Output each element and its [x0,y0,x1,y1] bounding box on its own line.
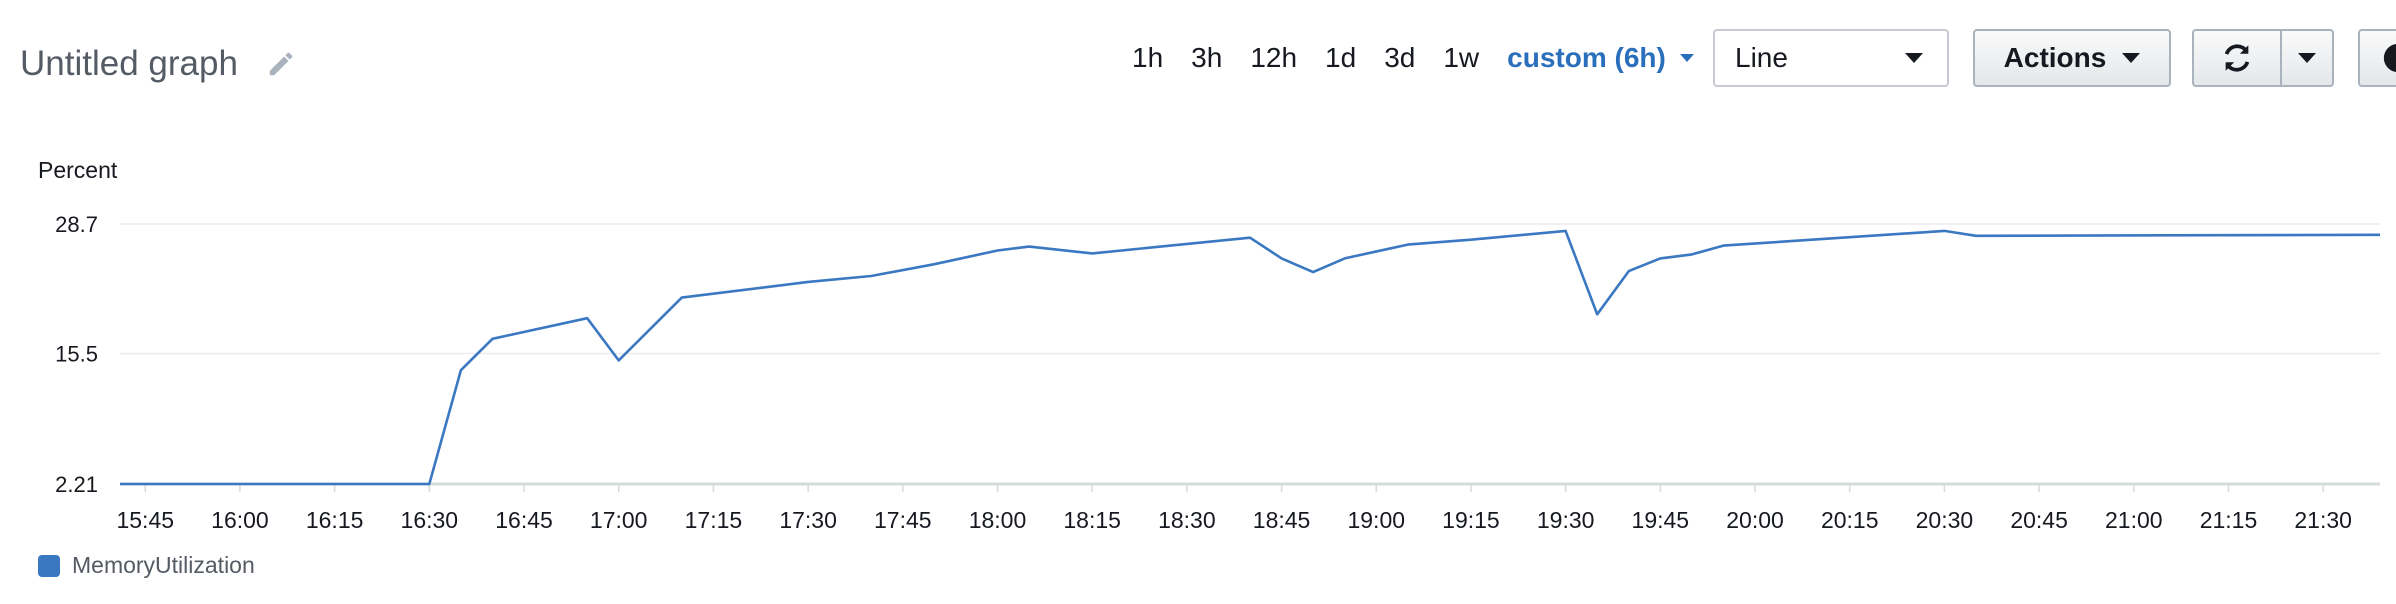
help-icon [2383,43,2396,73]
x-tick-label: 19:45 [1632,507,1690,533]
help-button[interactable] [2358,29,2396,87]
x-tick-label: 18:15 [1063,507,1121,533]
graph-title[interactable]: Untitled graph [20,44,296,84]
x-tick-label: 19:00 [1347,507,1405,533]
x-tick-label: 18:00 [969,507,1027,533]
y-tick-label: 28.7 [55,212,98,237]
x-tick-label: 19:30 [1537,507,1595,533]
x-tick-label: 20:45 [2010,507,2068,533]
x-tick-label: 16:15 [306,507,364,533]
caret-down-icon [1905,53,1923,63]
x-tick-label: 18:45 [1253,507,1311,533]
range-custom[interactable]: custom (6h) [1493,38,1708,78]
x-tick-label: 17:00 [590,507,648,533]
line-chart: Percent 28.7 15.5 2.21 15:45 16:00 16:15 16:3… [38,157,2381,533]
y-axis-label: Percent [38,157,118,183]
range-1d[interactable]: 1d [1325,42,1357,73]
y-tick-label: 15.5 [55,342,98,367]
x-tick-label: 20:15 [1821,507,1879,533]
caret-down-icon [2298,53,2316,63]
range-1w[interactable]: 1w [1443,42,1480,73]
x-tick-label: 20:30 [1916,507,1974,533]
graph-type-select[interactable]: Line [1713,29,1949,87]
legend-swatch [38,554,60,577]
x-tick-label: 16:30 [401,507,459,533]
x-tick-label: 20:00 [1726,507,1784,533]
x-tick-label: 16:45 [495,507,553,533]
range-1h[interactable]: 1h [1132,42,1164,73]
actions-label: Actions [2003,42,2107,73]
graph-title-text: Untitled graph [20,44,238,83]
actions-button[interactable]: Actions [1973,29,2171,87]
pencil-icon[interactable] [266,49,296,79]
x-tick-label: 16:00 [211,507,269,533]
time-range-selector: 1h 3h 12h 1d 3d 1w custom (6h) [1118,38,1708,78]
graph-type-value: Line [1735,42,1788,73]
x-tick-label: 15:45 [116,507,174,533]
range-custom-label: custom (6h) [1507,42,1666,73]
refresh-icon [2224,44,2250,72]
x-tick-label: 17:45 [874,507,932,533]
x-tick-label: 21:15 [2200,507,2258,533]
series-line-memory-utilization [120,229,2381,486]
y-tick-label: 2.21 [55,472,98,497]
x-tick-label: 17:30 [779,507,837,533]
caret-down-icon [2122,53,2141,63]
x-tick-label: 21:00 [2105,507,2163,533]
x-tick-label: 21:30 [2294,507,2352,533]
refresh-button[interactable] [2192,29,2282,87]
caret-down-icon [1679,54,1694,62]
legend-label: MemoryUtilization [72,552,255,578]
x-tick-label: 19:15 [1442,507,1500,533]
x-tick-label: 17:15 [685,507,743,533]
refresh-options-button[interactable] [2280,29,2334,87]
range-12h[interactable]: 12h [1250,42,1298,73]
range-3d[interactable]: 3d [1384,42,1416,73]
chart-legend: MemoryUtilization [38,552,255,579]
x-tick-label: 18:30 [1158,507,1216,533]
range-3h[interactable]: 3h [1191,42,1223,73]
